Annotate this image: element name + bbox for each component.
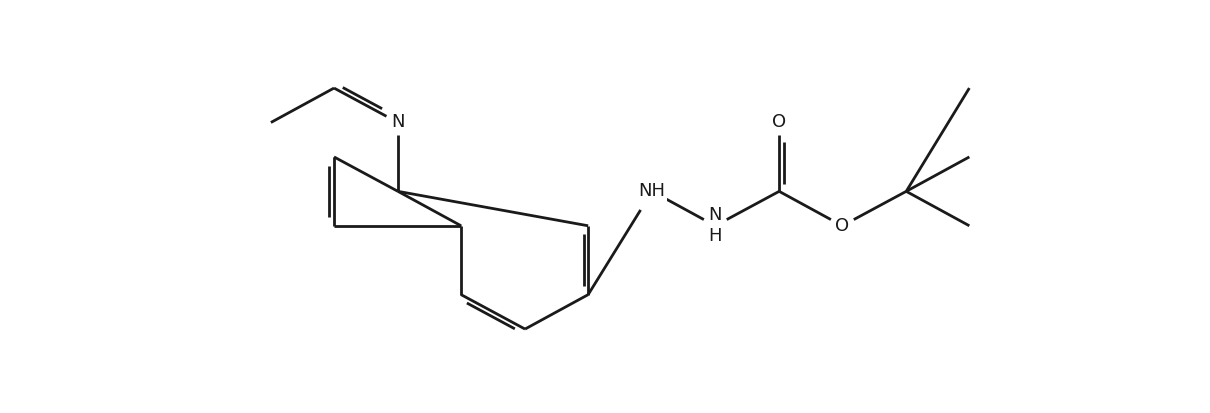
Text: N: N [391,114,404,131]
Text: NH: NH [639,183,666,200]
Text: O: O [772,114,786,131]
Text: O: O [835,217,849,235]
Text: N
H: N H [709,206,722,245]
